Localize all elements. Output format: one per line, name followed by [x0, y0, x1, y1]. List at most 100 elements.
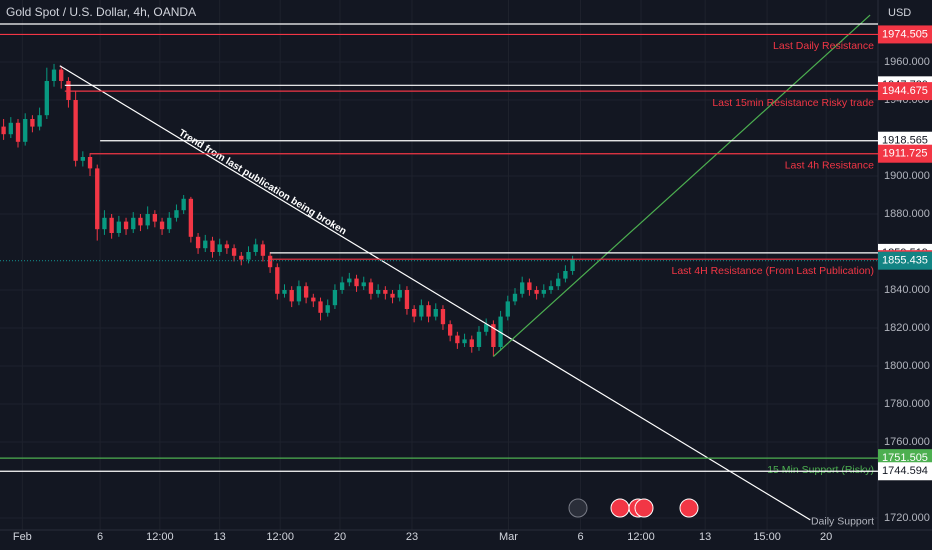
- candle-body: [188, 198, 194, 237]
- y-tick-label: 1820.000: [884, 322, 930, 334]
- candle-body: [73, 99, 78, 161]
- y-tick-label: 1780.000: [884, 398, 930, 410]
- price-tag-label: 1974.505: [882, 28, 928, 40]
- candle-body: [368, 282, 374, 294]
- level-label: 15 Min Support (Risky): [767, 464, 874, 476]
- candle-body: [174, 210, 179, 218]
- candle-body: [195, 236, 201, 249]
- trend-line: [492, 14, 871, 357]
- y-tick-label: 1840.000: [884, 284, 930, 296]
- candle-body: [37, 115, 42, 127]
- price-tag-label: 1911.725: [882, 148, 927, 160]
- x-tick-label: 6: [97, 531, 103, 543]
- y-tick-label: 1900.000: [884, 170, 930, 182]
- x-tick-label: 13: [699, 531, 711, 543]
- x-tick-label: 20: [334, 531, 346, 543]
- candle-body: [260, 244, 266, 256]
- candle-body: [109, 217, 114, 233]
- x-tick-label: 23: [406, 531, 418, 543]
- candle-body: [51, 69, 57, 81]
- candle-body: [426, 305, 431, 317]
- candle-body: [152, 213, 158, 222]
- x-tick-label: 13: [214, 531, 226, 543]
- y-tick-label: 1760.000: [884, 436, 930, 448]
- candle-body: [138, 217, 143, 226]
- annotation: Daily Support: [811, 516, 874, 528]
- candle-body: [224, 244, 230, 249]
- candle-body: [534, 289, 539, 294]
- x-tick-label: Feb: [13, 531, 32, 543]
- candle-body: [246, 251, 251, 260]
- candle-body: [390, 293, 395, 298]
- level-label: Last Daily Resistance: [773, 40, 874, 52]
- candle-body: [484, 324, 489, 332]
- candle-body: [527, 282, 532, 290]
- candle-body: [541, 289, 546, 294]
- y-tick-label: 1800.000: [884, 360, 930, 372]
- candle-body: [181, 198, 186, 211]
- candle-body: [462, 339, 467, 344]
- candle-body: [275, 267, 280, 294]
- event-icon[interactable]: [568, 498, 588, 518]
- candle-body: [95, 168, 100, 230]
- price-tag: [878, 25, 932, 44]
- candle-body: [491, 324, 496, 347]
- candle-body: [231, 248, 237, 256]
- candle-body: [303, 286, 309, 298]
- candle-body: [87, 156, 93, 169]
- level-label: Last 4H Resistance (From Last Publicatio…: [672, 265, 875, 277]
- candle-body: [383, 289, 388, 294]
- candle-body: [520, 282, 525, 294]
- candle-body: [469, 339, 474, 347]
- event-icon[interactable]: [610, 498, 630, 518]
- candle-body: [1, 126, 6, 135]
- candle-body: [80, 156, 85, 161]
- candle-body: [556, 278, 561, 287]
- candle-body: [311, 297, 316, 302]
- candle-body: [131, 217, 136, 230]
- candle-body: [239, 255, 244, 260]
- candle-body: [332, 289, 338, 306]
- candle-body: [347, 278, 352, 283]
- candle-body: [44, 80, 49, 116]
- candle-body: [325, 305, 330, 313]
- candle-body: [440, 308, 446, 325]
- y-tick-label: 1880.000: [884, 208, 930, 220]
- y-tick-label: 1960.000: [884, 56, 930, 68]
- candle-body: [411, 308, 417, 317]
- candle-body: [8, 122, 13, 135]
- candle-body: [433, 308, 438, 317]
- candle-body: [203, 240, 208, 249]
- candle-body: [145, 213, 150, 226]
- candle-body: [167, 217, 172, 230]
- price-tag-label: 1855.435: [882, 255, 928, 267]
- price-tag: [878, 144, 932, 163]
- x-tick-label: 12:00: [627, 531, 655, 543]
- x-tick-label: 12:00: [146, 531, 174, 543]
- candle-body: [289, 289, 294, 302]
- candle-body: [267, 255, 273, 268]
- price-tag-label: 1751.505: [882, 452, 928, 464]
- y-tick-label: 1720.000: [884, 512, 930, 524]
- event-icon[interactable]: [634, 498, 654, 518]
- candle-body: [210, 240, 215, 252]
- candle-body: [419, 305, 424, 317]
- candle-body: [361, 282, 366, 287]
- candle-body: [498, 316, 503, 347]
- x-tick-label: 6: [577, 531, 583, 543]
- candle-body: [23, 118, 28, 142]
- candle-body: [102, 217, 107, 230]
- candle-body: [548, 286, 554, 290]
- candle-body: [476, 331, 482, 347]
- chart-title: Gold Spot / U.S. Dollar, 4h, OANDA: [6, 5, 196, 19]
- candle-body: [30, 118, 35, 127]
- x-tick-label: 20: [820, 531, 832, 543]
- candle-body: [282, 289, 287, 294]
- candle-body: [253, 244, 258, 252]
- level-label: Last 4h Resistance: [785, 159, 874, 171]
- level-label: Last 15min Resistance Risky trade: [712, 97, 874, 109]
- candle-body: [455, 335, 460, 344]
- price-tag: [878, 251, 932, 270]
- event-icon[interactable]: [679, 498, 699, 518]
